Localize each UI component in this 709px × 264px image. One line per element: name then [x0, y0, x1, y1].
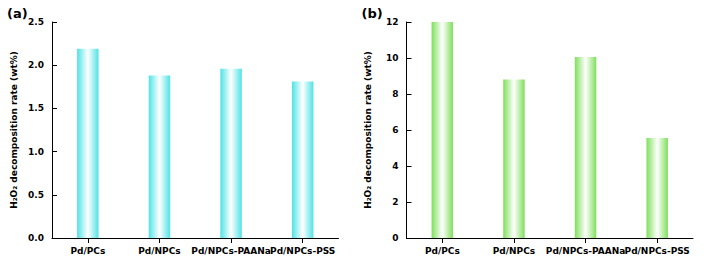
- svg-text:Pd/NPCs: Pd/NPCs: [138, 246, 180, 256]
- svg-text:2: 2: [392, 197, 398, 207]
- svg-text:10: 10: [386, 53, 399, 63]
- svg-text:6: 6: [392, 125, 398, 135]
- svg-text:Pd/PCs: Pd/PCs: [70, 246, 105, 256]
- svg-text:2.0: 2.0: [28, 60, 44, 70]
- svg-text:0.0: 0.0: [28, 233, 44, 243]
- svg-text:Pd/NPCs-PAANa: Pd/NPCs-PAANa: [191, 246, 270, 256]
- svg-text:Pd/NPCs-PAANa: Pd/NPCs-PAANa: [546, 246, 625, 256]
- svg-text:1.5: 1.5: [28, 103, 44, 113]
- svg-text:12: 12: [386, 17, 399, 27]
- svg-text:0.5: 0.5: [28, 190, 44, 200]
- svg-text:1.0: 1.0: [28, 147, 44, 157]
- svg-text:Pd/NPCs-PSS: Pd/NPCs-PSS: [270, 246, 335, 256]
- svg-text:(b): (b): [362, 6, 383, 21]
- svg-text:H₂O₂ decomposition rate (wt%): H₂O₂ decomposition rate (wt%): [9, 51, 19, 209]
- svg-text:0: 0: [392, 233, 398, 243]
- svg-text:8: 8: [392, 89, 398, 99]
- svg-text:Pd/PCs: Pd/PCs: [425, 246, 460, 256]
- svg-text:2.5: 2.5: [28, 17, 44, 27]
- svg-text:Pd/NPCs-PSS: Pd/NPCs-PSS: [625, 246, 690, 256]
- svg-text:Pd/NPCs: Pd/NPCs: [493, 246, 535, 256]
- svg-text:H₂O₂ decomposition rate (wt%): H₂O₂ decomposition rate (wt%): [363, 51, 373, 209]
- svg-text:4: 4: [392, 161, 398, 171]
- svg-text:(a): (a): [7, 6, 28, 21]
